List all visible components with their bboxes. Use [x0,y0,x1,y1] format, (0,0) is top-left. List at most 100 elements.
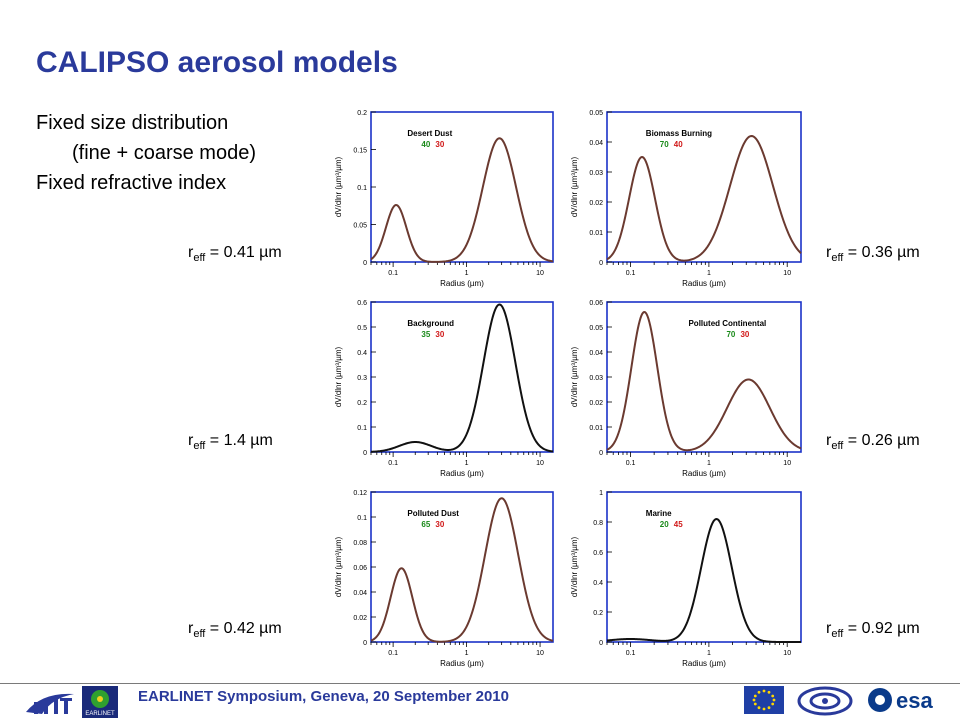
y-tick-label: 0.05 [353,223,367,230]
x-tick-label: 0.1 [626,460,636,467]
chart-background: 0 0.1 0.2 0.3 0.4 0.5 0.6 0.1 1 10 Radius (µm) dV/d… [334,300,554,478]
model-name: Desert Dust [407,129,452,138]
y-tick-label: 0.02 [353,615,367,622]
reff-label-marine: reff = 0.92 µm [826,620,920,641]
fine-mode-number: 70 [726,330,735,339]
reff-label-polluted-dust: reff = 0.42 µm [188,620,282,641]
model-name: Polluted Dust [407,509,459,518]
plot-frame [606,491,802,643]
y-tick-label: 0.04 [589,140,603,147]
plot-frame [370,491,554,643]
size-distribution-curve [370,303,554,453]
y-tick-label: 0.3 [357,375,367,382]
model-name: Marine [646,509,672,518]
y-tick-label: 0.2 [593,610,603,617]
y-tick-label: 0.08 [353,540,367,547]
chart-polluted-dust: 0 0.02 0.04 0.06 0.08 0.1 0.12 0.1 1 10 Radius (µm… [334,490,554,668]
coarse-mode-number: 45 [674,520,683,529]
fp6-logo [797,686,853,716]
y-tick-label: 0.5 [357,325,367,332]
y-tick-label: 0.1 [357,185,367,192]
plot-frame [606,111,802,263]
plot-frame [606,301,802,453]
svg-text:esa: esa [896,688,933,713]
y-tick-label: 0.1 [357,425,367,432]
x-tick-label: 10 [783,460,791,467]
fine-mode-number: 35 [421,330,430,339]
reff-label-desert-dust: reff = 0.41 µm [188,244,282,265]
coarse-mode-number: 30 [435,140,444,149]
x-axis-label: Radius (µm) [682,469,726,478]
y-tick-label: 0.12 [353,490,367,497]
ift-logo [26,693,74,714]
x-tick-label: 10 [536,460,544,467]
y-axis-label: dV/dlnr (µm³/µm) [334,537,343,598]
y-tick-label: 0.03 [589,375,603,382]
x-tick-label: 0.1 [388,460,398,467]
x-tick-label: 0.1 [388,270,398,277]
x-tick-label: 0.1 [626,270,636,277]
x-axis-label: Radius (µm) [440,279,484,288]
x-tick-label: 0.1 [626,650,636,657]
y-tick-label: 0.6 [357,300,367,307]
y-tick-label: 1 [599,490,603,497]
y-tick-label: 0 [599,640,603,647]
x-tick-label: 1 [707,650,711,657]
earlinet-logo: EARLINET [82,686,118,718]
x-tick-label: 0.1 [388,650,398,657]
y-tick-label: 0.1 [357,515,367,522]
plot-frame [370,301,554,453]
fine-mode-number: 40 [421,140,430,149]
fine-mode-number: 70 [660,140,669,149]
size-distribution-curve [370,497,554,643]
y-tick-label: 0.06 [353,565,367,572]
fine-mode-number: 65 [421,520,430,529]
x-tick-label: 10 [536,270,544,277]
y-tick-label: 0.01 [589,425,603,432]
coarse-mode-number: 30 [740,330,749,339]
chart-marine: 0 0.2 0.4 0.6 0.8 1 0.1 1 10 Radius (µm) dV/dlnr (… [570,490,802,668]
reff-label-polluted-continental: reff = 0.26 µm [826,432,920,453]
y-tick-label: 0.15 [353,148,367,155]
esa-logo: esa [868,688,933,713]
y-tick-label: 0 [363,260,367,267]
bullet-size-distribution: Fixed size distribution [36,112,229,134]
x-axis-label: Radius (µm) [440,469,484,478]
size-distribution-curve [606,517,801,643]
size-distribution-curve [606,311,802,452]
y-tick-label: 0 [599,450,603,457]
footer-divider [0,683,960,684]
y-tick-label: 0.4 [357,350,367,357]
y-tick-label: 0 [363,450,367,457]
y-tick-label: 0.2 [357,110,367,117]
y-tick-label: 0.02 [589,400,603,407]
y-axis-label: dV/dlnr (µm³/µm) [570,157,579,218]
y-axis-label: dV/dlnr (µm³/µm) [334,157,343,218]
y-tick-label: 0.02 [589,200,603,207]
y-axis-label: dV/dlnr (µm³/µm) [570,537,579,598]
model-name: Biomass Burning [646,129,712,138]
y-tick-label: 0.06 [589,300,603,307]
chart-biomass-burning: 0 0.01 0.02 0.03 0.04 0.05 0.1 1 10 Radius (µm) dV… [570,110,802,288]
y-axis-label: dV/dlnr (µm³/µm) [570,347,579,408]
bullet-fine-coarse: (fine + coarse mode) [72,142,256,164]
x-axis-label: Radius (µm) [682,279,726,288]
size-distribution-curve [370,137,554,263]
x-tick-label: 1 [465,650,469,657]
svg-text:EARLINET: EARLINET [85,711,115,717]
x-tick-label: 10 [536,650,544,657]
fine-mode-number: 20 [660,520,669,529]
x-tick-label: 1 [465,270,469,277]
x-tick-label: 1 [465,460,469,467]
eu-flag-logo [744,686,784,714]
y-tick-label: 0.8 [593,520,603,527]
x-tick-label: 10 [783,650,791,657]
y-tick-label: 0.04 [353,590,367,597]
bullet-refractive-index: Fixed refractive index [36,172,227,194]
x-axis-label: Radius (µm) [682,659,726,668]
y-tick-label: 0.03 [589,170,603,177]
y-tick-label: 0.05 [589,325,603,332]
plot-frame [370,111,554,263]
x-tick-label: 1 [707,460,711,467]
x-tick-label: 1 [707,270,711,277]
